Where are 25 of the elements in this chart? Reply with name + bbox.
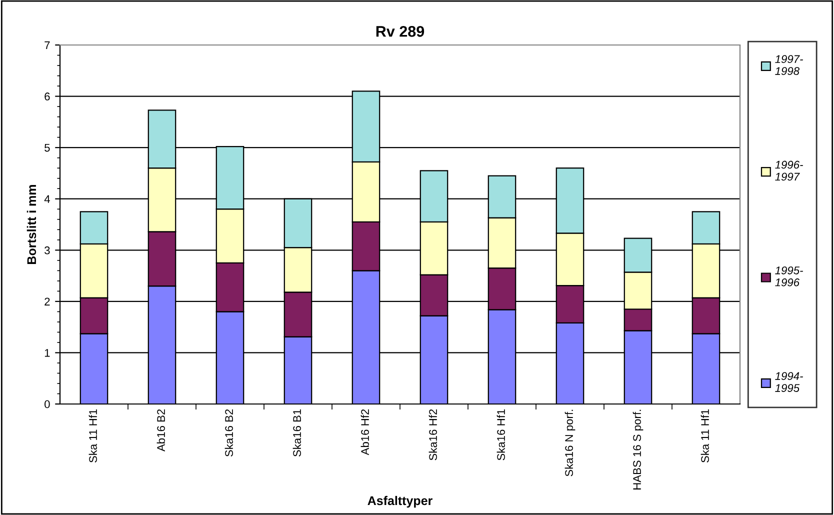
legend-label: 1995- 1996	[775, 266, 803, 286]
y-tick-label: 1	[44, 349, 50, 357]
x-tick-label: Ska16 Hf1	[496, 409, 505, 460]
x-tick-label: Ska16 N porf.	[564, 410, 576, 476]
y-tick-label: 3	[44, 246, 50, 254]
x-tick-label: Ska 11 Hf1	[88, 409, 97, 463]
y-tick-label: 5	[44, 144, 50, 152]
y-tick-label: 6	[44, 92, 50, 100]
x-tick-label: Ska 11 Hf1	[700, 409, 709, 463]
x-tick-label: HABS 16 S porf.	[632, 410, 644, 490]
chart-title: Rv 289	[376, 26, 424, 37]
x-tick-label: Ska16 B2	[224, 409, 233, 457]
legend-label: 1996- 1997	[775, 160, 803, 181]
x-tick-label: Ska16 Hf2	[428, 409, 437, 460]
y-tick-label: 2	[44, 298, 50, 306]
y-tick-label: 4	[44, 195, 50, 203]
legend-label: 1997- 1998	[775, 55, 803, 75]
x-axis-title: Asfalttyper	[368, 496, 432, 508]
legend-label: 1994- 1995	[775, 372, 803, 392]
x-tick-label: Ab16 Hf2	[360, 409, 369, 456]
x-tick-label: Ska16 B1	[292, 409, 301, 457]
y-tick-label: 0	[44, 400, 50, 408]
x-tick-label: Ab16 B2	[156, 409, 165, 452]
y-tick-label: 7	[44, 41, 50, 50]
y-axis-title: Bortslitt i mm	[26, 184, 36, 264]
